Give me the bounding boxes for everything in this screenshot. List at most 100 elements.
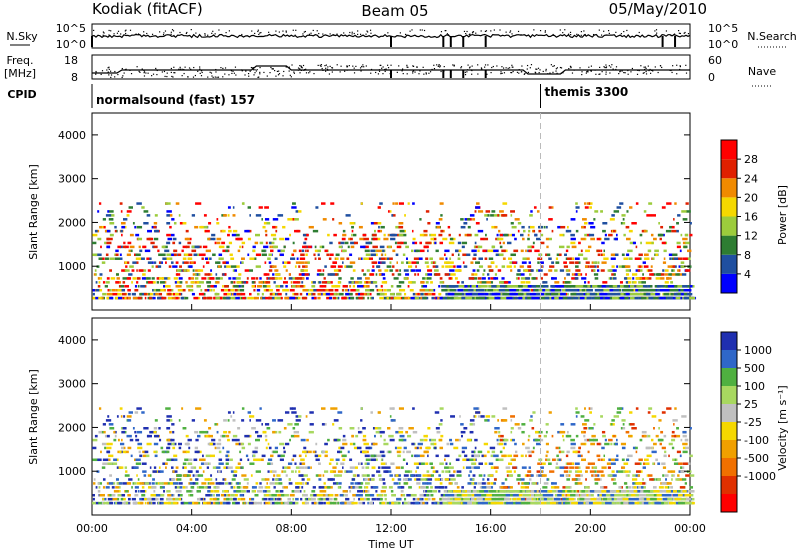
nave-dot <box>637 69 639 71</box>
power-cell <box>318 288 324 292</box>
power-cell <box>562 233 565 237</box>
power-cell <box>94 229 98 233</box>
power-cell <box>169 225 172 229</box>
power-cell <box>176 273 181 276</box>
power-cell <box>129 265 134 268</box>
power-cell <box>574 261 579 264</box>
nsky-dot <box>564 29 566 31</box>
power-cell <box>274 296 278 300</box>
power-cell <box>407 202 410 205</box>
power-cell <box>298 249 302 253</box>
power-cell <box>187 257 193 260</box>
power-cell-low <box>619 296 626 300</box>
velocity-cell <box>679 454 682 458</box>
power-cell-low <box>560 292 566 296</box>
power-cell <box>359 285 364 288</box>
power-cell-low <box>551 285 559 288</box>
velocity-cell <box>575 474 581 477</box>
power-cell <box>358 225 363 229</box>
power-cell-low <box>487 288 494 292</box>
power-cell-low <box>455 296 462 300</box>
power-cell <box>267 257 271 260</box>
velocity-cell <box>304 466 310 469</box>
velocity-cell <box>203 501 207 505</box>
power-cell <box>436 225 441 229</box>
power-cell <box>651 214 656 217</box>
nave-dot <box>370 72 372 74</box>
velocity-cell <box>637 474 641 477</box>
power-cell <box>514 218 520 221</box>
power-cell <box>590 237 596 241</box>
power-cell <box>349 285 352 288</box>
power-cell-low <box>602 285 606 288</box>
power-cell <box>392 249 396 253</box>
power-cell <box>581 277 587 280</box>
power-cell <box>486 218 488 221</box>
power-cell <box>321 245 325 249</box>
power-cell <box>200 288 203 292</box>
velocity-cell <box>495 458 499 462</box>
power-cell <box>144 296 147 300</box>
power-cell <box>166 285 171 288</box>
nave-dot <box>418 73 420 75</box>
freq-frame <box>91 54 691 80</box>
nsky-dot <box>137 33 140 35</box>
power-cell <box>529 214 533 217</box>
power-cell <box>241 202 245 205</box>
power-cell-low <box>445 292 451 296</box>
velocity-cell <box>230 470 237 473</box>
power-cell <box>306 273 309 276</box>
nave-dot <box>320 64 323 66</box>
power-cell <box>163 277 169 280</box>
power-cell <box>377 206 381 209</box>
power-cell <box>493 277 497 280</box>
power-cell <box>386 296 391 300</box>
power-cell <box>284 296 290 300</box>
velocity-cell <box>225 466 229 469</box>
nsky-dot <box>509 31 511 33</box>
power-cell <box>362 296 365 300</box>
power-cell <box>514 237 517 241</box>
power-cell <box>132 261 138 264</box>
velocity-cell <box>117 493 123 497</box>
power-cell <box>109 269 113 272</box>
power-cell <box>396 292 402 296</box>
velocity-cell <box>153 466 157 469</box>
power-cell <box>95 296 99 300</box>
power-cell <box>434 241 437 245</box>
power-cell <box>208 257 212 260</box>
power-cell <box>243 281 248 284</box>
nave-dot <box>469 66 471 68</box>
velocity-cell <box>337 411 343 414</box>
velocity-cell <box>398 438 404 442</box>
power-cell <box>320 202 326 205</box>
velocity-cell <box>408 486 412 489</box>
velocity-cell <box>213 501 216 505</box>
power-cell <box>146 214 151 217</box>
velocity-cell <box>333 474 339 477</box>
power-cell <box>153 237 159 241</box>
power-cell <box>481 277 486 280</box>
power-cell <box>98 202 102 205</box>
velocity-cell <box>491 415 496 418</box>
power-cell <box>92 253 98 257</box>
power-cell <box>486 273 490 276</box>
power-cell <box>106 229 110 233</box>
power-cell <box>584 233 588 237</box>
nsky-dot <box>218 29 220 31</box>
power-cell-low <box>685 285 690 288</box>
power-cell <box>646 269 650 272</box>
velocity-cell <box>555 466 560 469</box>
nave-dot <box>114 70 116 73</box>
velocity-cell <box>213 493 215 497</box>
nave-dot <box>183 72 185 75</box>
velocity-cell <box>201 458 206 462</box>
power-cell <box>277 249 282 253</box>
power-cell-low <box>569 285 575 288</box>
power-cell <box>443 253 446 257</box>
power-cell-low <box>684 296 690 300</box>
velocity-cell <box>612 482 617 485</box>
power-cell <box>422 277 425 280</box>
nave-dot <box>269 72 271 74</box>
velocity-cell <box>228 482 232 485</box>
